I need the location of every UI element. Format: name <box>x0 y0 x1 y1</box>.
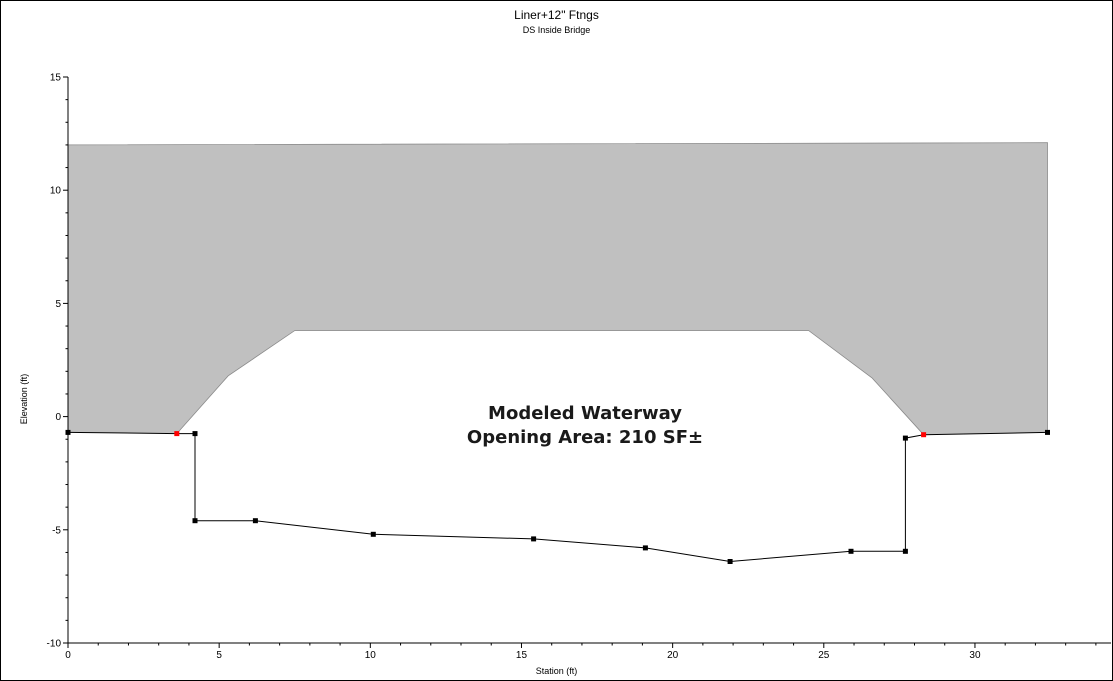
bridge-deck-area <box>68 142 1048 435</box>
ground-profile-layer <box>65 429 1050 564</box>
ground-profile-line <box>67 431 1048 563</box>
ground-point-marker <box>848 548 854 554</box>
y-tick-label: 5 <box>55 299 61 310</box>
ground-point-marker <box>727 559 733 564</box>
low-chord-line <box>176 330 924 435</box>
x-tick-label: 10 <box>365 650 377 661</box>
x-tick-label: 15 <box>516 650 528 661</box>
ticks-layer: -10 -5 0 5 10 15 0 5 10 15 20 25 30 <box>47 73 1097 661</box>
chart-subtitle: DS Inside Bridge <box>522 25 591 35</box>
ground-point-marker <box>192 431 198 437</box>
x-tick-label: 5 <box>216 650 222 661</box>
ground-point-marker <box>531 536 537 542</box>
bank-station-marker <box>174 431 180 437</box>
y-tick-label: 15 <box>50 73 62 84</box>
x-axis-label: Station (ft) <box>535 666 578 676</box>
y-tick-label: -5 <box>52 525 61 536</box>
annotation-line-1: Modeled Waterway <box>488 403 682 424</box>
y-axis-label: Elevation (ft) <box>19 373 29 425</box>
x-tick-label: 20 <box>667 650 679 661</box>
ground-point-marker <box>902 548 908 554</box>
ground-point-marker <box>1045 429 1050 435</box>
annotation-line-2: Opening Area: 210 SF± <box>466 427 704 448</box>
ground-point-marker <box>642 545 648 551</box>
axes-layer <box>67 77 1111 644</box>
ground-point-marker <box>252 518 258 524</box>
bridge-deck-layer <box>67 142 1048 435</box>
x-tick-label: 25 <box>818 650 830 661</box>
ground-point-marker <box>370 531 376 537</box>
y-tick-label: 0 <box>55 412 61 423</box>
ground-point-marker <box>902 435 908 441</box>
x-tick-label: 30 <box>969 650 981 661</box>
waterway-annotation: Modeled Waterway Opening Area: 210 SF± <box>435 402 735 450</box>
top-chord-line <box>67 142 1048 433</box>
x-tick-label: 0 <box>65 650 71 661</box>
bank-station-marker <box>921 432 927 438</box>
chart-title: Liner+12" Ftngs <box>514 8 599 22</box>
y-tick-label: 10 <box>50 186 62 197</box>
y-tick-label: -10 <box>47 639 62 650</box>
ground-point-marker <box>192 518 198 524</box>
